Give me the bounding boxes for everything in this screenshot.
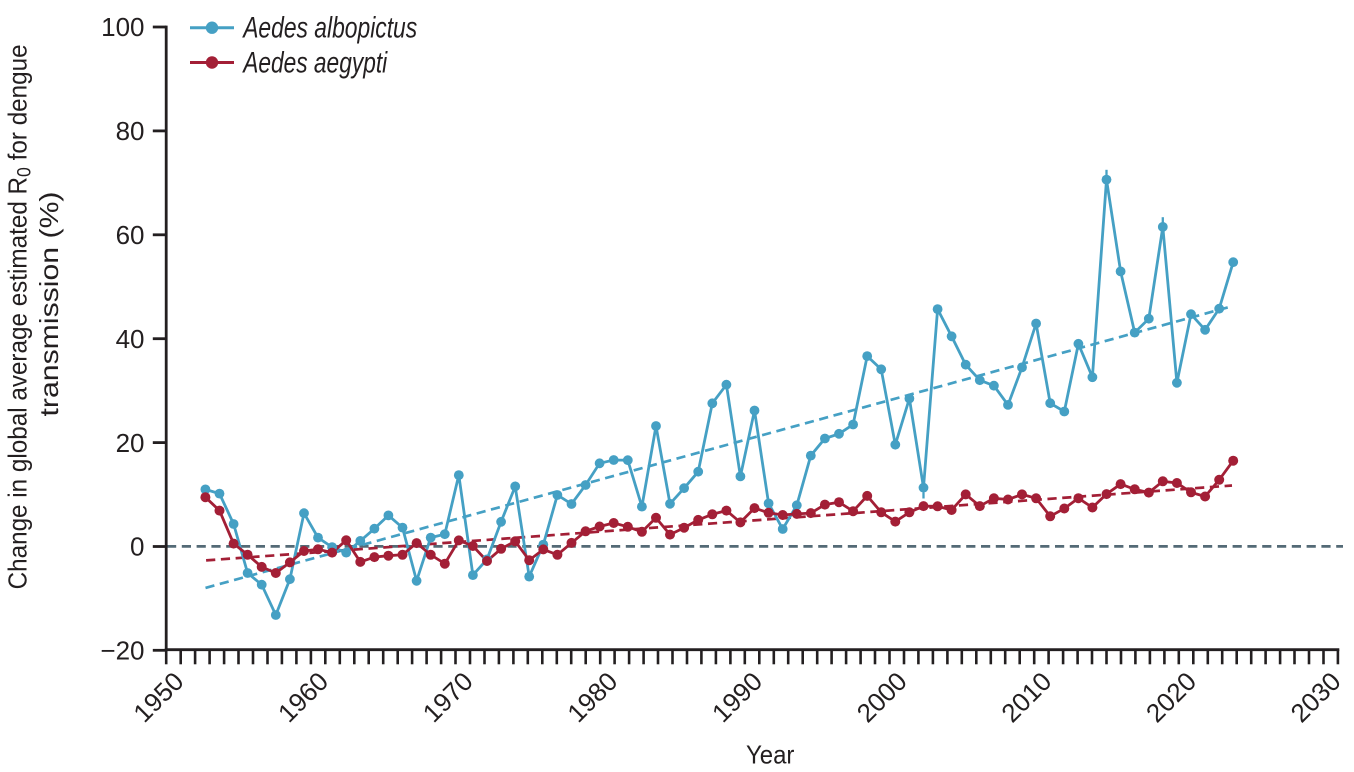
svg-text:40: 40 (116, 324, 145, 354)
svg-text:Aedes aegypti: Aedes aegypti (242, 46, 389, 79)
svg-text:Year: Year (746, 739, 795, 769)
svg-text:20: 20 (116, 428, 145, 458)
svg-text:60: 60 (116, 220, 145, 250)
svg-text:Aedes albopictus: Aedes albopictus (242, 12, 418, 45)
svg-text:0: 0 (130, 532, 144, 562)
svg-text:Change in global average estim: Change in global average estimated R0 fo… (3, 44, 36, 589)
svg-text:80: 80 (116, 116, 145, 146)
svg-text:100: 100 (101, 12, 144, 42)
svg-text:−20: −20 (100, 636, 144, 666)
svg-text:transmission (%): transmission (%) (34, 192, 64, 417)
